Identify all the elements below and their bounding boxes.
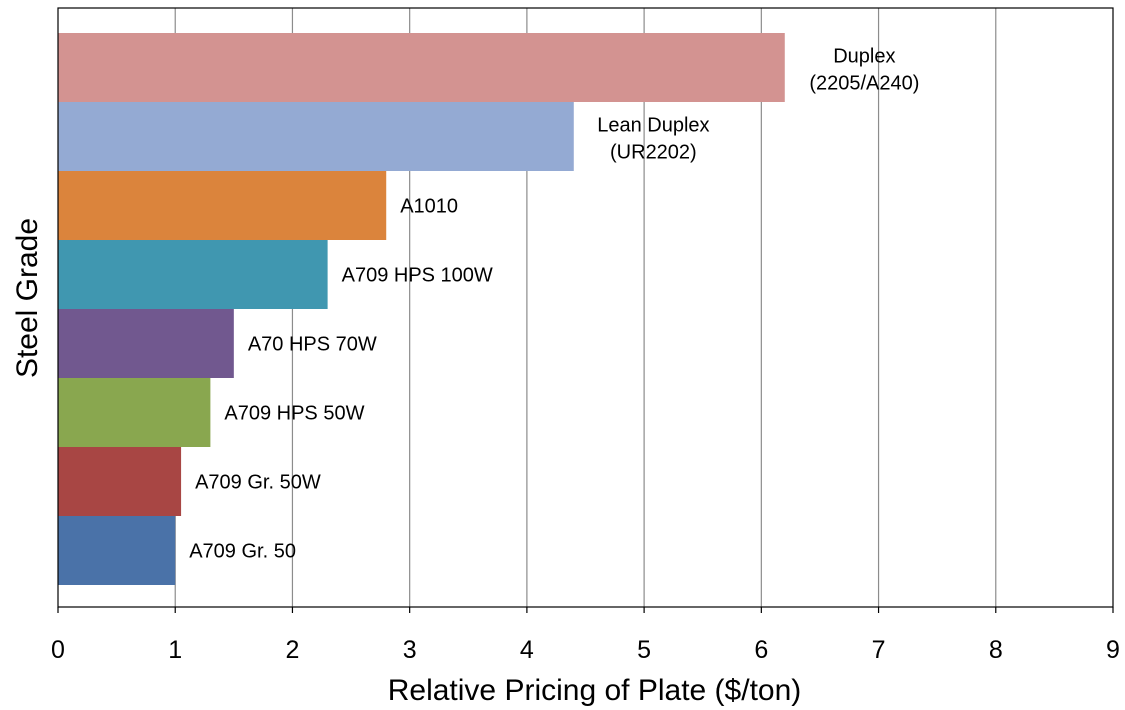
bar-label: (UR2202) bbox=[610, 142, 697, 164]
bar-labels: A709 Gr. 50 A709 Gr. 50W A709 HPS 50W A70 H… bbox=[189, 46, 919, 563]
bar-label: (2205/A240) bbox=[809, 73, 919, 95]
bar-label: A1010 bbox=[400, 196, 458, 218]
bar-label: A709 HPS 50W bbox=[224, 403, 364, 425]
y-axis-title: Steel Grade bbox=[11, 218, 44, 378]
bar-label: A70 HPS 70W bbox=[248, 334, 377, 356]
x-tick-label: 2 bbox=[285, 636, 299, 664]
bar bbox=[58, 102, 574, 171]
bar-label: A709 HPS 100W bbox=[342, 265, 493, 287]
x-tick-label: 8 bbox=[989, 636, 1003, 664]
bar bbox=[58, 447, 182, 516]
bar-label: Duplex bbox=[833, 46, 895, 68]
x-tick-label: 7 bbox=[872, 636, 886, 664]
x-tick-label: 1 bbox=[168, 636, 182, 664]
x-tick-label: 4 bbox=[520, 636, 534, 664]
bar bbox=[58, 171, 387, 240]
x-tick-label: 5 bbox=[637, 636, 651, 664]
x-tick-label: 0 bbox=[51, 636, 65, 664]
bar bbox=[58, 516, 176, 585]
bar-label: A709 Gr. 50 bbox=[189, 541, 296, 563]
bar-label: Lean Duplex bbox=[597, 115, 709, 137]
x-tick-label: 9 bbox=[1106, 636, 1120, 664]
x-tick-labels: 0 1 2 3 4 5 6 7 8 9 bbox=[51, 607, 1120, 664]
bar bbox=[58, 240, 328, 309]
bars bbox=[58, 33, 785, 585]
bar-label: A709 Gr. 50W bbox=[195, 472, 321, 494]
bar bbox=[58, 378, 211, 447]
bar bbox=[58, 309, 234, 378]
bar bbox=[58, 33, 785, 102]
x-tick-label: 6 bbox=[754, 636, 768, 664]
x-tick-label: 3 bbox=[403, 636, 417, 664]
x-axis-title: Relative Pricing of Plate ($/ton) bbox=[388, 674, 802, 707]
plot-frame bbox=[57, 7, 1114, 608]
